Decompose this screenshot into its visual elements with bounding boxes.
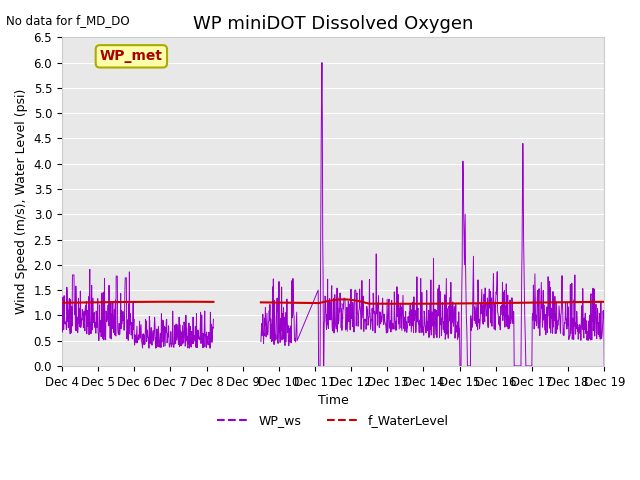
Text: No data for f_MD_DO: No data for f_MD_DO	[6, 14, 130, 27]
Legend: WP_ws, f_WaterLevel: WP_ws, f_WaterLevel	[212, 409, 454, 432]
X-axis label: Time: Time	[317, 394, 348, 407]
Title: WP miniDOT Dissolved Oxygen: WP miniDOT Dissolved Oxygen	[193, 15, 473, 33]
Text: WP_met: WP_met	[100, 49, 163, 63]
Y-axis label: Wind Speed (m/s), Water Level (psi): Wind Speed (m/s), Water Level (psi)	[15, 89, 28, 314]
